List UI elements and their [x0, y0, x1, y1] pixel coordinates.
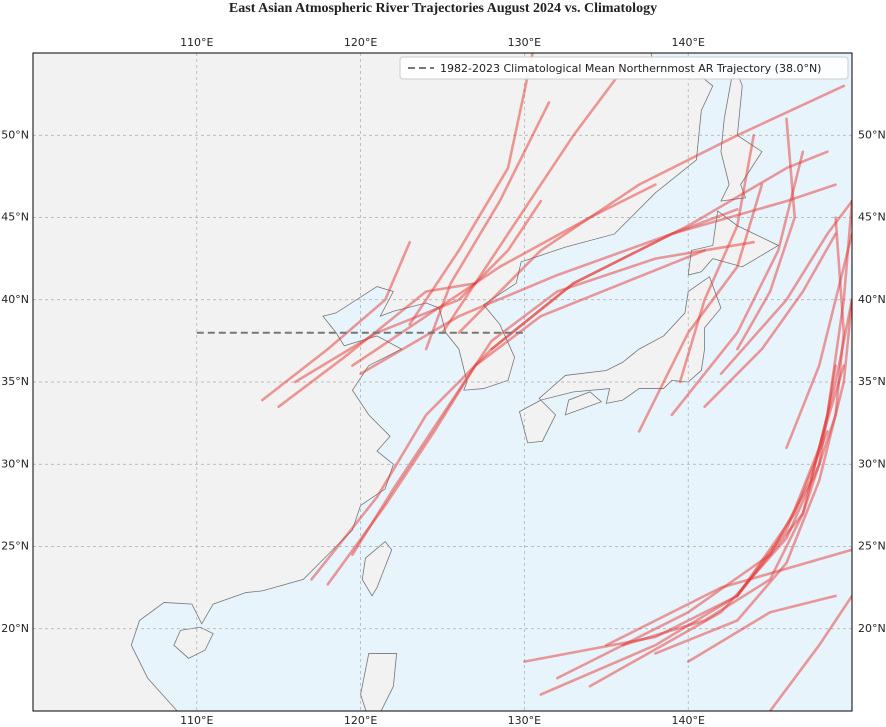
taiwan [362, 542, 391, 596]
honshu [539, 277, 721, 404]
ar-trajectory [678, 134, 755, 384]
y-tick-label-right: 25°N [858, 540, 886, 553]
x-tick-label-bottom: 120°E [344, 714, 377, 727]
x-tick-label-top: 140°E [671, 36, 704, 49]
map-title: East Asian Atmospheric River Trajectorie… [229, 1, 657, 16]
y-tick-label-right: 20°N [858, 622, 886, 635]
ar-trajectory [457, 84, 846, 334]
ar-trajectory [277, 282, 477, 408]
shikoku [565, 392, 601, 415]
sakhalin [721, 65, 762, 202]
legend: 1982-2023 Climatological Mean Northernmo… [399, 56, 849, 80]
ar-trajectory [293, 199, 543, 384]
y-tick-label-left: 30°N [1, 457, 29, 470]
ar-trajectory [588, 364, 837, 688]
ar-trajectory [359, 183, 837, 376]
ar-trajectory [261, 240, 411, 402]
y-tick-label-left: 35°N [1, 375, 29, 388]
legend-box [399, 56, 849, 80]
ar-trajectory [605, 548, 852, 647]
hokkaido [688, 211, 778, 275]
x-tick-label-top: 110°E [180, 36, 213, 49]
ar-trajectory [555, 298, 852, 680]
y-tick-label-left: 40°N [1, 293, 29, 306]
ar-trajectory [351, 240, 755, 556]
ar-trajectory [785, 232, 852, 450]
y-tick-label-left: 25°N [1, 540, 29, 553]
kyushu [519, 400, 555, 443]
luzon [361, 653, 397, 711]
x-tick-label-top: 120°E [344, 36, 377, 49]
x-tick-label-bottom: 130°E [508, 714, 541, 727]
y-tick-label-right: 50°N [858, 128, 886, 141]
tick-layer: 110°E 110°E 120°E 120°E 130°E 130°E 140°E 140°E… [1, 36, 885, 727]
ar-trajectory [637, 183, 764, 433]
y-tick-label-right: 30°N [858, 457, 886, 470]
x-tick-label-bottom: 110°E [180, 714, 213, 727]
y-tick-label-right: 45°N [858, 211, 886, 224]
x-tick-label-bottom: 140°E [671, 714, 704, 727]
legend-label: 1982-2023 Climatological Mean Northernmo… [440, 62, 821, 75]
data-layer: 110°E 110°E 120°E 120°E 130°E 130°E 140°E 140°E… [1, 36, 885, 727]
y-tick-label-right: 35°N [858, 375, 886, 388]
ar-trajectory [768, 594, 852, 711]
ar-trajectory [408, 53, 534, 326]
y-tick-label-right: 40°N [858, 293, 886, 306]
x-tick-label-top: 130°E [508, 36, 541, 49]
hainan [174, 627, 213, 658]
ar-trajectory [654, 298, 852, 655]
ar-trajectory [686, 594, 837, 663]
y-tick-label-left: 45°N [1, 211, 29, 224]
ar-trajectory [424, 101, 551, 351]
frame [32, 52, 853, 712]
ar-trajectory [441, 68, 624, 334]
ar-trajectory [719, 199, 852, 376]
y-tick-label-left: 50°N [1, 128, 29, 141]
ar-trajectory [703, 232, 837, 408]
ar-trajectory [736, 117, 796, 351]
trajectories [261, 53, 852, 711]
ar-trajectory [670, 150, 805, 417]
y-tick-label-left: 20°N [1, 622, 29, 635]
ar-trajectory [539, 430, 829, 696]
